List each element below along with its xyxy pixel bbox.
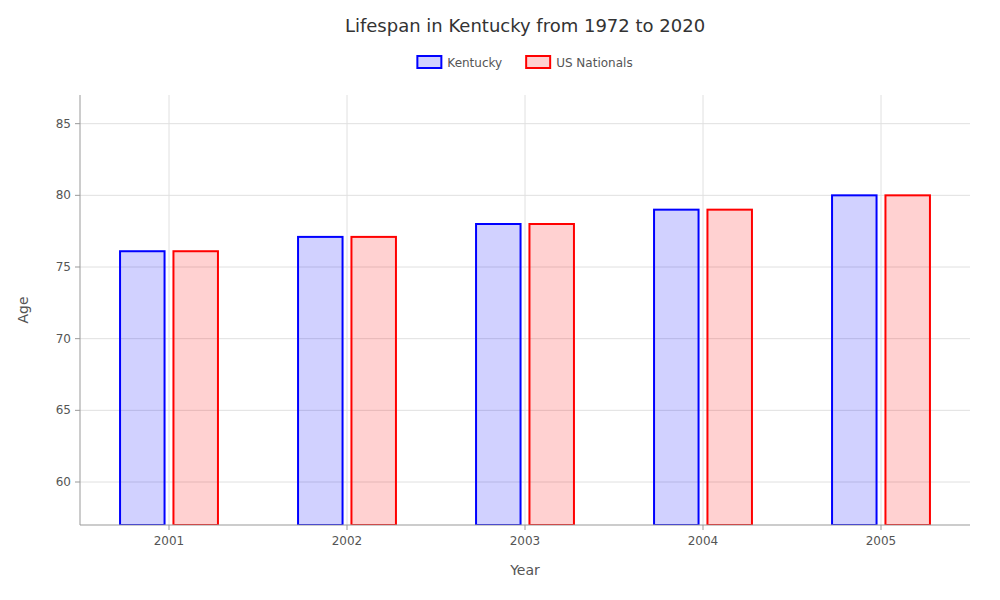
x-tick-label: 2004 [688, 534, 719, 548]
bar [476, 224, 521, 525]
chart: 60 65 70 75 80 85 2001 2002 2003 2004 2005 Lifespan… [0, 0, 1000, 600]
bar [654, 210, 699, 525]
y-tick-label: 70 [56, 332, 71, 346]
x-tick [703, 525, 704, 530]
legend-item: US Nationals [526, 56, 632, 70]
x-grid-line [347, 95, 348, 525]
y-tick [75, 482, 80, 483]
y-axis-line [80, 95, 81, 525]
bar [529, 224, 574, 525]
x-tick [347, 525, 348, 530]
grid [80, 95, 970, 525]
bar [298, 237, 343, 525]
y-tick-label: 75 [56, 260, 71, 274]
x-grid-line [881, 95, 882, 525]
y-tick [75, 123, 80, 124]
legend-item: Kentucky [417, 56, 502, 70]
y-tick-label: 85 [56, 117, 71, 131]
legend-label: US Nationals [556, 56, 632, 70]
y-tick [75, 410, 80, 411]
x-tick [525, 525, 526, 530]
bar [120, 251, 165, 525]
bar [885, 195, 930, 525]
bar [173, 251, 218, 525]
x-grid-line [525, 95, 526, 525]
x-tick-label: 2003 [510, 534, 541, 548]
legend-swatch [417, 56, 441, 68]
legend: Kentucky US Nationals [417, 56, 632, 70]
x-axis-label: Year [509, 562, 540, 578]
x-grid-line [169, 95, 170, 525]
x-tick-label: 2002 [332, 534, 363, 548]
x-tick-label: 2001 [154, 534, 185, 548]
bars [120, 195, 930, 525]
bar [832, 195, 877, 525]
legend-label: Kentucky [447, 56, 502, 70]
y-tick-label: 65 [56, 403, 71, 417]
y-tick [75, 195, 80, 196]
y-tick [75, 267, 80, 268]
legend-swatch [526, 56, 550, 68]
x-grid-line [703, 95, 704, 525]
x-tick [169, 525, 170, 530]
y-axis-label: Age [15, 296, 31, 323]
chart-container: 60 65 70 75 80 85 2001 2002 2003 2004 2005 Lifespan… [0, 0, 1000, 600]
y-tick [75, 338, 80, 339]
bar [707, 210, 752, 525]
y-tick-label: 60 [56, 475, 71, 489]
title: Lifespan in Kentucky from 1972 to 2020 [345, 15, 705, 36]
y-tick-label: 80 [56, 188, 71, 202]
x-tick-label: 2005 [866, 534, 897, 548]
x-tick [881, 525, 882, 530]
bar [351, 237, 396, 525]
